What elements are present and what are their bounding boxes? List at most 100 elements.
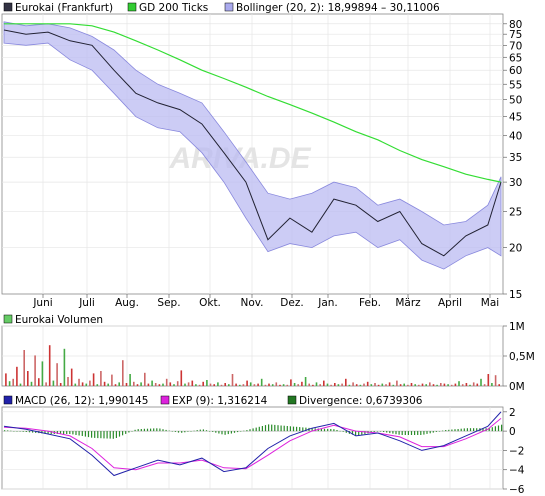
divergence-bar [181,431,183,433]
volume-bar [111,374,113,386]
volume-bar [345,378,347,386]
divergence-bar [420,431,422,435]
x-tick-label: Nov. [240,297,263,309]
x-tick-label: Jan. [317,297,338,309]
divergence-bar [4,430,6,432]
volume-bar [297,384,299,386]
divergence-bar [451,429,453,432]
volume-bar [330,384,332,386]
divergence-bar [78,431,80,436]
x-tick-label: Dez. [280,297,303,309]
divergence-bar [243,430,245,432]
divergence-bar [202,429,204,432]
volume-bar [363,383,365,386]
divergence-bar [376,431,378,432]
price-y-tick-label: 50 [509,95,522,107]
volume-y-tick-label: 0,5M [509,351,535,363]
volume-bar [202,381,204,386]
volume-bar [103,381,106,386]
volume-bar [268,383,270,386]
volume-bar [286,384,289,386]
divergence-bar [153,428,155,432]
divergence-bar [63,431,65,434]
price-y-tick-label: 25 [509,207,522,219]
volume-bar [59,383,62,386]
divergence-bar [118,431,121,437]
divergence-bar [404,431,406,435]
volume-bar [154,383,157,386]
divergence-bar [249,429,251,432]
volume-bar [100,371,102,386]
divergence-bar [423,431,425,435]
divergence-bar [84,431,86,437]
bollinger-band [3,21,502,270]
price-line [3,29,502,257]
volume-bar [209,383,212,386]
divergence-bar [22,431,24,432]
x-tick-label: März [395,297,421,309]
divergence-bar [122,431,124,436]
divergence-bar [7,430,9,432]
legend-swatch-volume [3,314,13,324]
volume-bar [253,384,256,386]
volume-bar [260,378,263,386]
divergence-bar [463,428,465,432]
divergence-bar [165,429,167,432]
price-y-tick-label: 35 [509,152,522,164]
divergence-bar [255,427,257,432]
divergence-bar [482,428,484,432]
divergence-bar [59,431,62,434]
volume-bar [38,378,40,386]
divergence-bar [292,426,295,432]
divergence-bar [72,431,74,435]
divergence-bar [401,431,403,435]
legend-label-macd: MACD (26, 12): 1,990145 [15,395,148,407]
divergence-bar [140,429,142,432]
divergence-bar [264,425,267,432]
divergence-bar [174,431,176,432]
divergence-bar [100,431,102,439]
volume-bar [421,383,424,386]
macd-grid [2,407,503,490]
macd-panel: MACD (26, 12): 1,990145 EXP (9): 1,31621… [1,395,525,496]
x-tick-label: Juni [32,297,52,309]
legend-swatch-price [3,2,13,12]
divergence-bar [445,430,447,432]
divergence-bar [286,426,288,432]
volume-bar [187,382,190,386]
volume-bar [432,384,435,386]
divergence-bar [491,427,493,432]
divergence-bar [252,428,254,432]
volume-bar [370,384,373,386]
volume-bar [304,377,307,386]
price-y-tick-label: 55 [509,79,522,91]
volume-bar [249,382,252,386]
divergence-bar [227,431,229,435]
volume-bar [8,381,11,386]
price-y-tick-label: 80 [509,19,522,31]
volume-bar [264,384,267,386]
volume-bar [23,350,25,386]
divergence-bar [156,428,158,432]
volume-bar [355,384,358,386]
volume-bar [425,384,427,386]
volume-bar [173,384,175,386]
volume-bar [125,383,128,386]
divergence-bar [177,431,180,433]
divergence-bar [454,429,456,432]
volume-bar [52,380,55,386]
price-x-axis: Juni Juli Aug. Sep. Okt. Nov. Dez. Jan. Feb. März… [32,294,499,309]
divergence-bar [323,428,326,432]
volume-bar [217,382,219,386]
volume-bar [447,384,449,386]
volume-bar [429,382,431,386]
volume-bar [224,383,226,386]
volume-bar [136,384,139,386]
legend-swatch-gd200 [127,2,137,12]
volume-bar [450,384,453,386]
volume-bar [45,382,47,386]
volume-bar [198,384,201,386]
volume-bars [5,345,500,386]
